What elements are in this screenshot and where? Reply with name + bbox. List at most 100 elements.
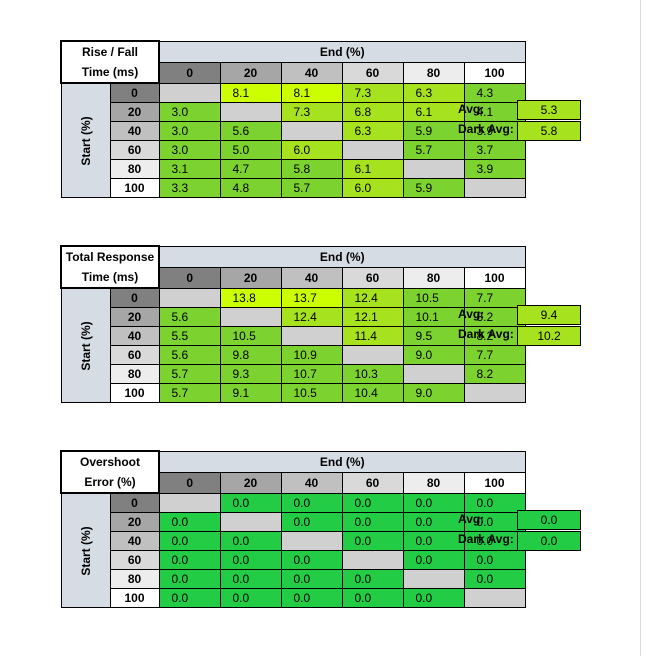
column-header: 60 <box>341 471 404 494</box>
table-row: 40 0.0 0.0 0.0 0.0 0.0 <box>61 531 526 551</box>
column-header: 20 <box>219 61 282 84</box>
data-cell: 5.0 <box>219 140 282 160</box>
data-cell <box>402 159 465 179</box>
data-cell: 5.9 <box>402 121 465 141</box>
data-cell: 6.3 <box>341 121 404 141</box>
header-row: Total Response Time (ms) End (%) <box>60 245 526 289</box>
end-header: End (%) <box>158 245 526 268</box>
data-cell: 0.0 <box>219 492 282 513</box>
data-cell: 13.8 <box>219 287 282 308</box>
data-cell: 10.1 <box>402 307 465 327</box>
data-cell <box>341 140 404 160</box>
column-header: 60 <box>341 61 404 84</box>
column-header: 0 <box>158 61 221 84</box>
data-cell: 0.0 <box>158 531 221 551</box>
data-cell: 0.0 <box>280 588 343 608</box>
row-header: 40 <box>109 326 160 346</box>
dark-avg-value: 0.0 <box>517 531 581 551</box>
column-header: 0 <box>158 471 221 494</box>
table-block-0: Rise / Fall Time (ms) End (%) 0 20 40 60 80 100 S… <box>0 40 646 210</box>
table-row: Start (%) 0 8.1 8.1 7.3 6.3 4.3 <box>60 82 526 198</box>
data-cell: 10.9 <box>280 345 343 365</box>
table-title-line1: Rise / Fall <box>81 45 139 59</box>
dark-avg-value: 10.2 <box>517 326 581 346</box>
table-row: 20 3.0 7.3 6.8 6.1 4.1 <box>61 102 526 122</box>
row-header: 40 <box>109 531 160 551</box>
data-cell <box>402 364 465 384</box>
data-cell: 4.8 <box>219 178 282 198</box>
data-cell: 3.9 <box>463 159 526 179</box>
data-cell: 0.0 <box>463 550 526 570</box>
response-table: Total Response Time (ms) End (%) 0 20 40 60 80 1… <box>60 245 526 403</box>
data-cell: 0.0 <box>402 550 465 570</box>
column-header: 80 <box>402 471 465 494</box>
data-cell <box>463 588 526 608</box>
column-header: 0 <box>158 266 221 289</box>
table-row: 40 3.0 5.6 6.3 5.9 3.9 <box>61 121 526 141</box>
data-cell <box>219 512 282 532</box>
end-header: End (%) <box>158 450 526 473</box>
data-cell <box>158 287 221 308</box>
data-cell: 6.0 <box>280 140 343 160</box>
data-cell: 0.0 <box>402 588 465 608</box>
data-cell: 10.7 <box>280 364 343 384</box>
data-cell: 0.0 <box>280 512 343 532</box>
data-cell: 7.7 <box>463 345 526 365</box>
column-header: 20 <box>219 266 282 289</box>
data-cell: 5.7 <box>158 383 221 403</box>
data-cell: 5.6 <box>158 345 221 365</box>
data-cell: 0.0 <box>219 531 282 551</box>
column-header: 80 <box>402 266 465 289</box>
data-cell: 5.5 <box>158 326 221 346</box>
end-header: End (%) <box>158 40 526 63</box>
row-header: 0 <box>109 287 160 308</box>
data-cell <box>280 121 343 141</box>
row-header: 60 <box>109 140 160 160</box>
page-right-border <box>640 0 641 656</box>
data-cell: 0.0 <box>463 492 526 513</box>
dark-avg-value: 5.8 <box>517 121 581 141</box>
column-header-row: 0 20 40 60 80 100 <box>61 61 526 84</box>
data-cell <box>219 307 282 327</box>
table-title-line2: Error (%) <box>84 475 136 489</box>
row-header: 80 <box>109 569 160 589</box>
data-cell: 10.5 <box>219 326 282 346</box>
data-cell: 8.1 <box>219 82 282 103</box>
data-cell <box>463 383 526 403</box>
row-header: 80 <box>109 159 160 179</box>
data-cell: 3.0 <box>158 140 221 160</box>
data-cell: 0.0 <box>280 569 343 589</box>
table-row: 80 3.1 4.7 5.8 6.1 3.9 <box>61 159 526 179</box>
data-cell: 0.0 <box>341 512 404 532</box>
table-row: 100 5.7 9.1 10.5 10.4 9.0 <box>61 383 526 403</box>
data-cell: 12.4 <box>341 287 404 308</box>
data-cell: 0.0 <box>219 550 282 570</box>
data-cell: 13.7 <box>280 287 343 308</box>
data-cell <box>402 569 465 589</box>
data-cell: 6.8 <box>341 102 404 122</box>
header-row: Rise / Fall Time (ms) End (%) <box>60 40 526 84</box>
row-header: 0 <box>109 82 160 103</box>
column-header-row: 0 20 40 60 80 100 <box>61 471 526 494</box>
table-row: 80 0.0 0.0 0.0 0.0 0.0 <box>61 569 526 589</box>
data-cell: 3.7 <box>463 140 526 160</box>
data-cell: 0.0 <box>402 492 465 513</box>
table-row: 60 5.6 9.8 10.9 9.0 7.7 <box>61 345 526 365</box>
table-title-line2: Time (ms) <box>81 65 139 79</box>
avg-label: Avg: <box>458 512 485 526</box>
data-cell: 10.5 <box>280 383 343 403</box>
data-cell: 5.7 <box>280 178 343 198</box>
data-cell <box>463 178 526 198</box>
avg-value: 9.4 <box>517 305 581 325</box>
data-cell: 10.5 <box>402 287 465 308</box>
data-cell: 0.0 <box>402 512 465 532</box>
row-header: 60 <box>109 345 160 365</box>
data-cell: 8.1 <box>280 82 343 103</box>
data-cell: 6.3 <box>402 82 465 103</box>
data-cell: 9.0 <box>402 345 465 365</box>
start-label: Start (%) <box>78 320 93 371</box>
data-cell: 4.1 <box>463 102 526 122</box>
data-cell: 0.0 <box>341 492 404 513</box>
row-header: 20 <box>109 512 160 532</box>
table-title: Rise / Fall Time (ms) <box>60 40 160 84</box>
